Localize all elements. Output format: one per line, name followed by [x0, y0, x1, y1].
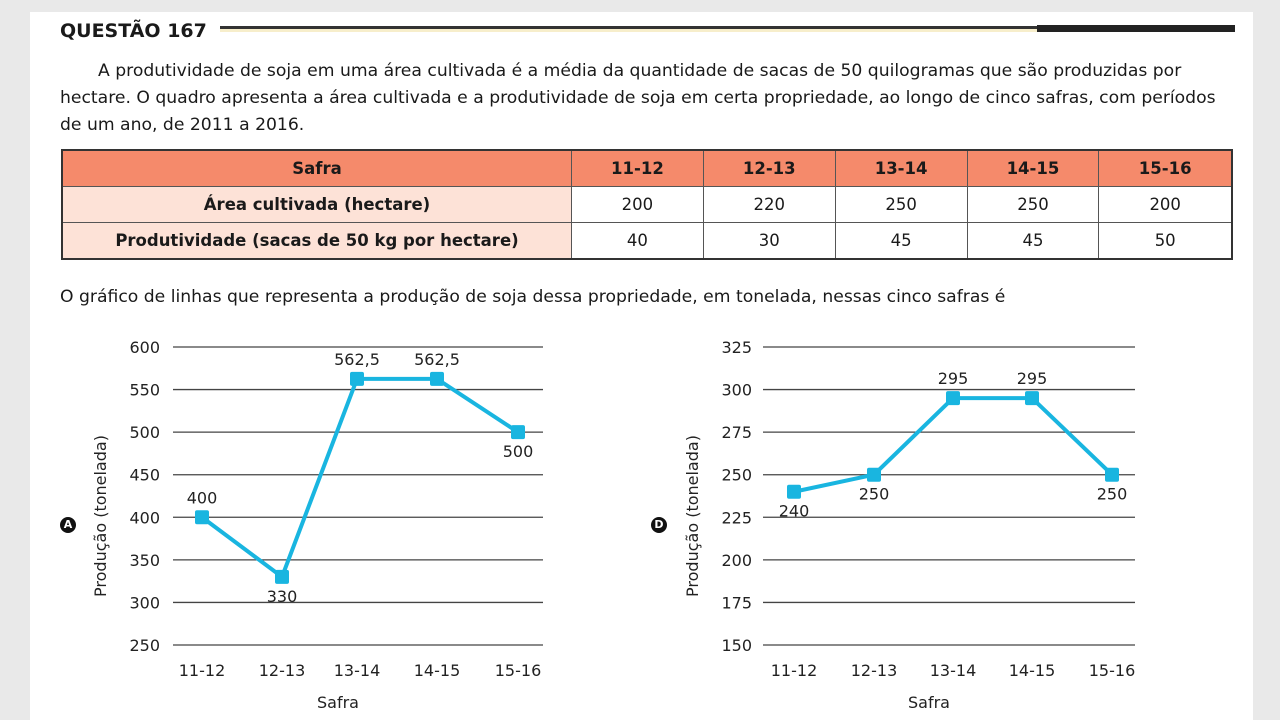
data-point — [275, 569, 289, 584]
y-tick-label: 400 — [129, 508, 160, 527]
x-tick-label: 15-16 — [1089, 661, 1136, 680]
y-tick-label: 175 — [721, 593, 752, 612]
x-tick-label: 11-12 — [771, 661, 818, 680]
header-cell: 12-13 — [702, 149, 836, 187]
header-cell: Safra — [61, 149, 572, 187]
data-label: 562,5 — [414, 350, 460, 369]
y-tick-label: 450 — [129, 466, 160, 485]
table-row: Produtividade (sacas de 50 kg por hectar… — [61, 222, 1233, 260]
y-tick-label: 250 — [721, 466, 752, 485]
x-tick-label: 13-14 — [334, 661, 381, 680]
data-label: 295 — [1017, 369, 1048, 388]
header-cell: 11-12 — [571, 149, 704, 187]
row-header: Produtividade (sacas de 50 kg por hectar… — [61, 222, 572, 260]
data-point — [350, 371, 364, 386]
y-axis-label: Produção (tonelada) — [683, 435, 702, 597]
data-label: 562,5 — [334, 350, 380, 369]
table-row: Área cultivada (hectare) 200 220 250 250… — [61, 186, 1233, 223]
data-label: 250 — [859, 485, 890, 504]
x-axis-label: Safra — [317, 693, 359, 712]
y-tick-label: 325 — [721, 338, 752, 357]
y-tick-label: 300 — [721, 381, 752, 400]
cell: 45 — [834, 222, 968, 260]
data-label: 400 — [187, 488, 218, 507]
data-point — [867, 467, 881, 482]
title-rule — [220, 26, 1235, 29]
title-rule-highlight — [220, 29, 1037, 32]
data-point — [946, 391, 960, 406]
y-tick-label: 225 — [721, 508, 752, 527]
cell: 220 — [702, 186, 836, 223]
x-tick-label: 15-16 — [495, 661, 542, 680]
y-axis-label: Produção (tonelada) — [91, 435, 110, 597]
cell: 200 — [571, 186, 704, 223]
x-tick-label: 12-13 — [851, 661, 898, 680]
y-tick-label: 600 — [129, 338, 160, 357]
charts-intro: O gráfico de linhas que representa a pro… — [60, 287, 1006, 307]
x-tick-label: 13-14 — [930, 661, 977, 680]
option-d-badge[interactable]: D — [651, 517, 667, 533]
data-point — [1105, 467, 1119, 482]
data-point — [511, 425, 525, 440]
header-cell: 14-15 — [966, 149, 1100, 187]
x-tick-label: 14-15 — [1009, 661, 1056, 680]
table-header-row: Safra 11-12 12-13 13-14 14-15 15-16 — [61, 149, 1233, 187]
data-label: 295 — [938, 369, 969, 388]
y-tick-label: 275 — [721, 423, 752, 442]
y-tick-label: 550 — [129, 381, 160, 400]
x-tick-label: 14-15 — [414, 661, 461, 680]
title-rule-bar — [1037, 25, 1235, 32]
cell: 50 — [1098, 222, 1233, 260]
y-tick-label: 300 — [129, 593, 160, 612]
x-tick-label: 12-13 — [259, 661, 306, 680]
y-tick-label: 350 — [129, 551, 160, 570]
question-title: QUESTÃO 167 — [60, 20, 207, 42]
cell: 40 — [571, 222, 704, 260]
y-tick-label: 250 — [129, 636, 160, 655]
cell: 30 — [702, 222, 836, 260]
data-point — [430, 371, 444, 386]
row-header: Área cultivada (hectare) — [61, 186, 572, 223]
y-tick-label: 500 — [129, 423, 160, 442]
option-a-badge[interactable]: A — [60, 517, 76, 533]
data-point — [787, 484, 801, 499]
data-label: 250 — [1097, 485, 1128, 504]
x-axis-label: Safra — [908, 693, 950, 712]
data-table: Safra 11-12 12-13 13-14 14-15 15-16 Área… — [61, 149, 1233, 260]
question-paragraph: A produtividade de soja em uma área cult… — [60, 61, 1216, 135]
x-tick-label: 11-12 — [179, 661, 226, 680]
header-cell: 13-14 — [834, 149, 968, 187]
y-tick-label: 200 — [721, 551, 752, 570]
data-label: 500 — [503, 442, 534, 461]
data-point — [195, 510, 209, 525]
y-tick-label: 150 — [721, 636, 752, 655]
cell: 200 — [1098, 186, 1233, 223]
data-label: 240 — [779, 502, 810, 521]
series-line — [200, 376, 520, 579]
cell: 250 — [966, 186, 1100, 223]
header-cell: 15-16 — [1098, 149, 1233, 187]
data-point — [1025, 391, 1039, 406]
series-line — [793, 396, 1114, 494]
data-label: 330 — [267, 587, 298, 606]
